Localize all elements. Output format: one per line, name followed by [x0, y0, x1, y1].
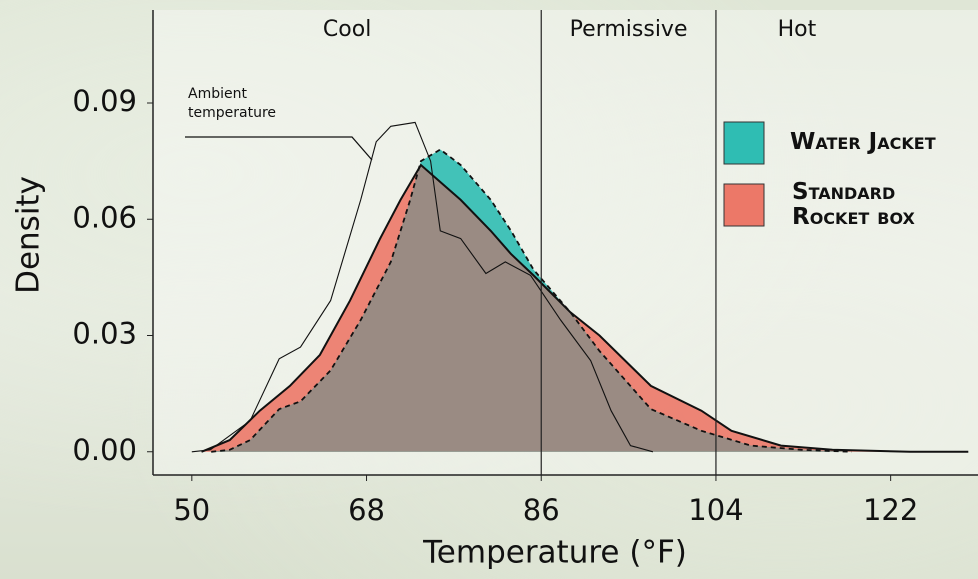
- annotation: Ambient temperature: [188, 86, 276, 121]
- x-tick-label: 50: [173, 493, 210, 527]
- legend-label: Water Jacket: [790, 129, 936, 155]
- y-tick-label: 0.09: [72, 84, 137, 118]
- legend-label: Standard Rocket box: [792, 179, 915, 230]
- y-tick-label: 0.06: [72, 200, 137, 234]
- legend-swatch: [723, 121, 765, 165]
- line: [191, 121, 654, 453]
- line: [211, 148, 852, 453]
- zone-label: Cool: [323, 17, 371, 42]
- y-tick-label: 0.00: [72, 433, 137, 467]
- x-tick-label: 68: [348, 493, 385, 527]
- x-tick-label: 104: [688, 493, 743, 527]
- plot-layer: [191, 121, 969, 453]
- x-axis-title: Temperature (°F): [422, 535, 687, 571]
- y-tick-label: 0.03: [72, 317, 137, 351]
- annotation-leader: [185, 136, 373, 161]
- zone-label: Permissive: [570, 17, 688, 42]
- zone-label: Hot: [778, 17, 817, 42]
- overlap-area: [211, 165, 852, 452]
- y-axis-title: Density: [11, 176, 47, 294]
- x-tick-label: 122: [863, 493, 918, 527]
- legend-swatch: [723, 183, 765, 227]
- line: [201, 163, 969, 453]
- x-tick-label: 86: [523, 493, 560, 527]
